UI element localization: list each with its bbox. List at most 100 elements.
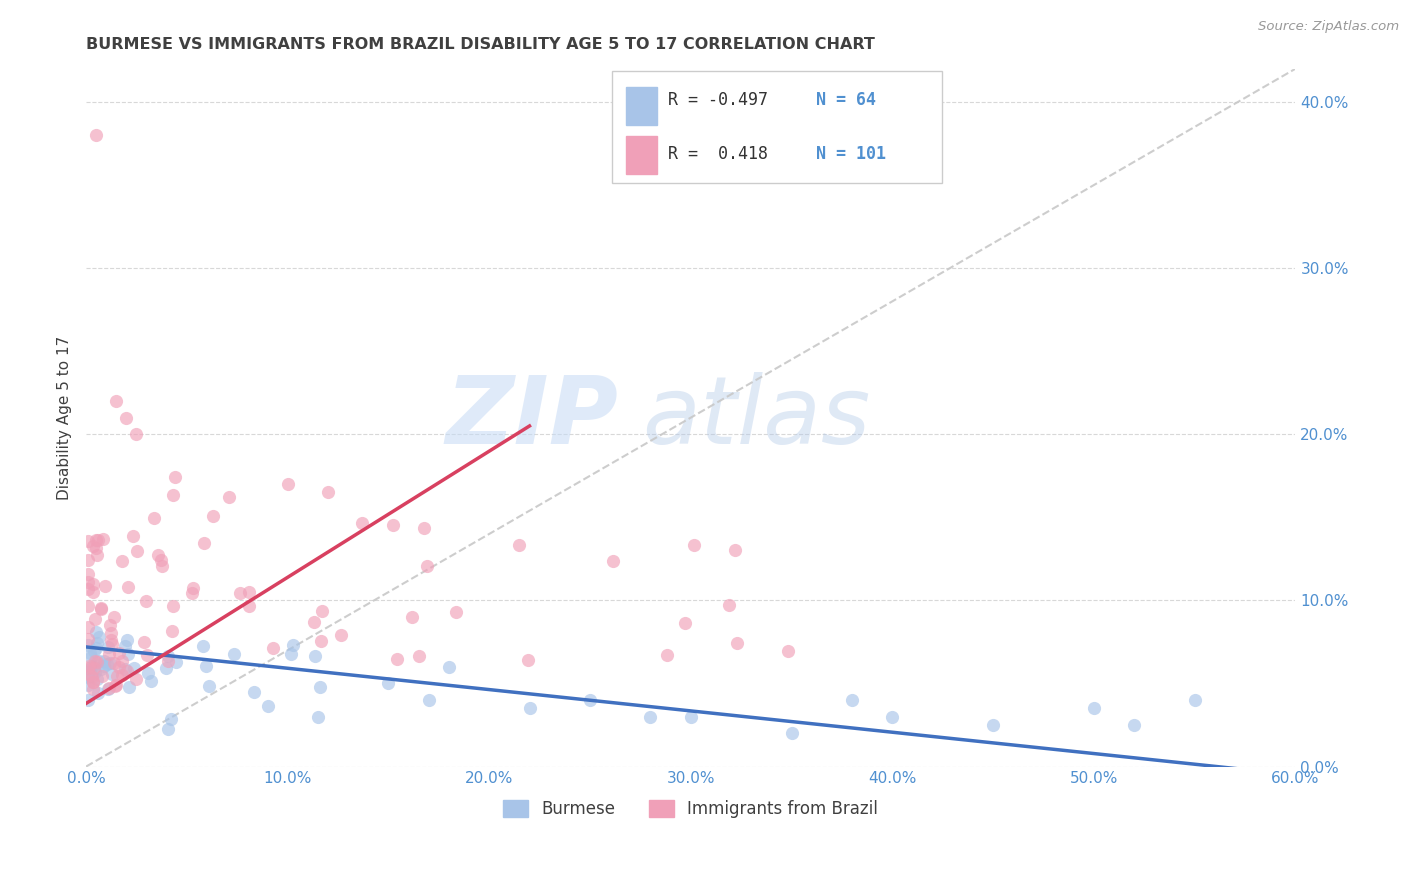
Point <box>194 659 217 673</box>
Point <box>135 594 157 608</box>
Point <box>277 477 299 491</box>
Point <box>90 600 112 615</box>
Point <box>181 585 204 599</box>
Point <box>104 680 127 694</box>
Point <box>86 548 108 562</box>
Point <box>80 650 103 665</box>
Point <box>77 574 100 589</box>
Point <box>86 656 108 670</box>
Point <box>94 579 117 593</box>
Point <box>117 580 139 594</box>
Point <box>82 675 104 690</box>
Point <box>87 686 110 700</box>
Point <box>673 615 696 630</box>
Point <box>87 654 110 668</box>
Point <box>82 539 104 553</box>
Point <box>100 625 122 640</box>
Point <box>238 585 260 599</box>
Point <box>416 558 439 573</box>
Point <box>229 586 252 600</box>
Point <box>77 665 100 680</box>
Point <box>83 611 105 625</box>
Point <box>82 675 104 690</box>
Point <box>111 668 134 682</box>
Point <box>103 656 125 670</box>
Point <box>114 662 136 676</box>
Point <box>84 533 107 547</box>
Point <box>86 673 108 687</box>
Point <box>262 640 284 655</box>
Point <box>516 653 538 667</box>
Point <box>87 631 110 645</box>
Y-axis label: Disability Age 5 to 17: Disability Age 5 to 17 <box>58 335 72 500</box>
Point <box>519 701 541 715</box>
Point <box>98 617 121 632</box>
Point <box>77 552 100 566</box>
Point <box>132 635 155 649</box>
Text: N = 101: N = 101 <box>817 145 886 163</box>
Point <box>437 660 460 674</box>
Point <box>108 646 131 660</box>
Text: N = 64: N = 64 <box>817 91 876 110</box>
Point <box>103 610 125 624</box>
Point <box>218 490 240 504</box>
Point <box>77 659 100 673</box>
Point <box>304 648 326 663</box>
Point <box>105 678 128 692</box>
Point <box>412 521 434 535</box>
Text: ZIP: ZIP <box>446 372 619 464</box>
Point <box>82 577 104 591</box>
Point <box>77 693 100 707</box>
Text: Source: ZipAtlas.com: Source: ZipAtlas.com <box>1258 20 1399 33</box>
Point <box>162 599 184 613</box>
Point <box>1184 693 1206 707</box>
Point <box>162 488 184 502</box>
Point <box>408 649 430 664</box>
Point <box>257 698 280 713</box>
Point <box>101 666 124 681</box>
Point <box>125 427 148 442</box>
Point <box>657 648 679 663</box>
Point <box>105 669 128 683</box>
Point <box>780 726 803 740</box>
Point <box>115 410 138 425</box>
Point <box>125 544 148 558</box>
Point <box>202 508 225 523</box>
Point <box>111 654 134 668</box>
Point <box>683 538 706 552</box>
Point <box>84 654 107 668</box>
Point <box>718 599 741 613</box>
Point <box>725 636 748 650</box>
Point <box>309 633 332 648</box>
Point <box>311 604 333 618</box>
Point <box>86 541 108 556</box>
Point <box>84 665 107 680</box>
Point <box>80 658 103 673</box>
Point <box>84 641 107 656</box>
Point <box>197 679 219 693</box>
Point <box>307 710 329 724</box>
Point <box>640 709 662 723</box>
Point <box>108 659 131 673</box>
Point <box>82 585 104 599</box>
Point <box>142 510 165 524</box>
Point <box>82 681 104 696</box>
Point <box>352 516 374 531</box>
Point <box>243 685 266 699</box>
Point <box>115 664 138 678</box>
Point <box>238 599 260 614</box>
Point <box>981 718 1004 732</box>
Point <box>316 485 339 500</box>
Point <box>136 665 159 680</box>
Point <box>97 681 120 696</box>
Point <box>193 536 215 550</box>
Point <box>118 680 141 694</box>
Point <box>83 644 105 658</box>
Point <box>77 533 100 548</box>
Point <box>91 533 114 547</box>
Point <box>124 661 146 675</box>
Point <box>97 640 120 654</box>
Point <box>181 581 204 595</box>
Point <box>602 554 624 568</box>
Point <box>77 582 100 596</box>
